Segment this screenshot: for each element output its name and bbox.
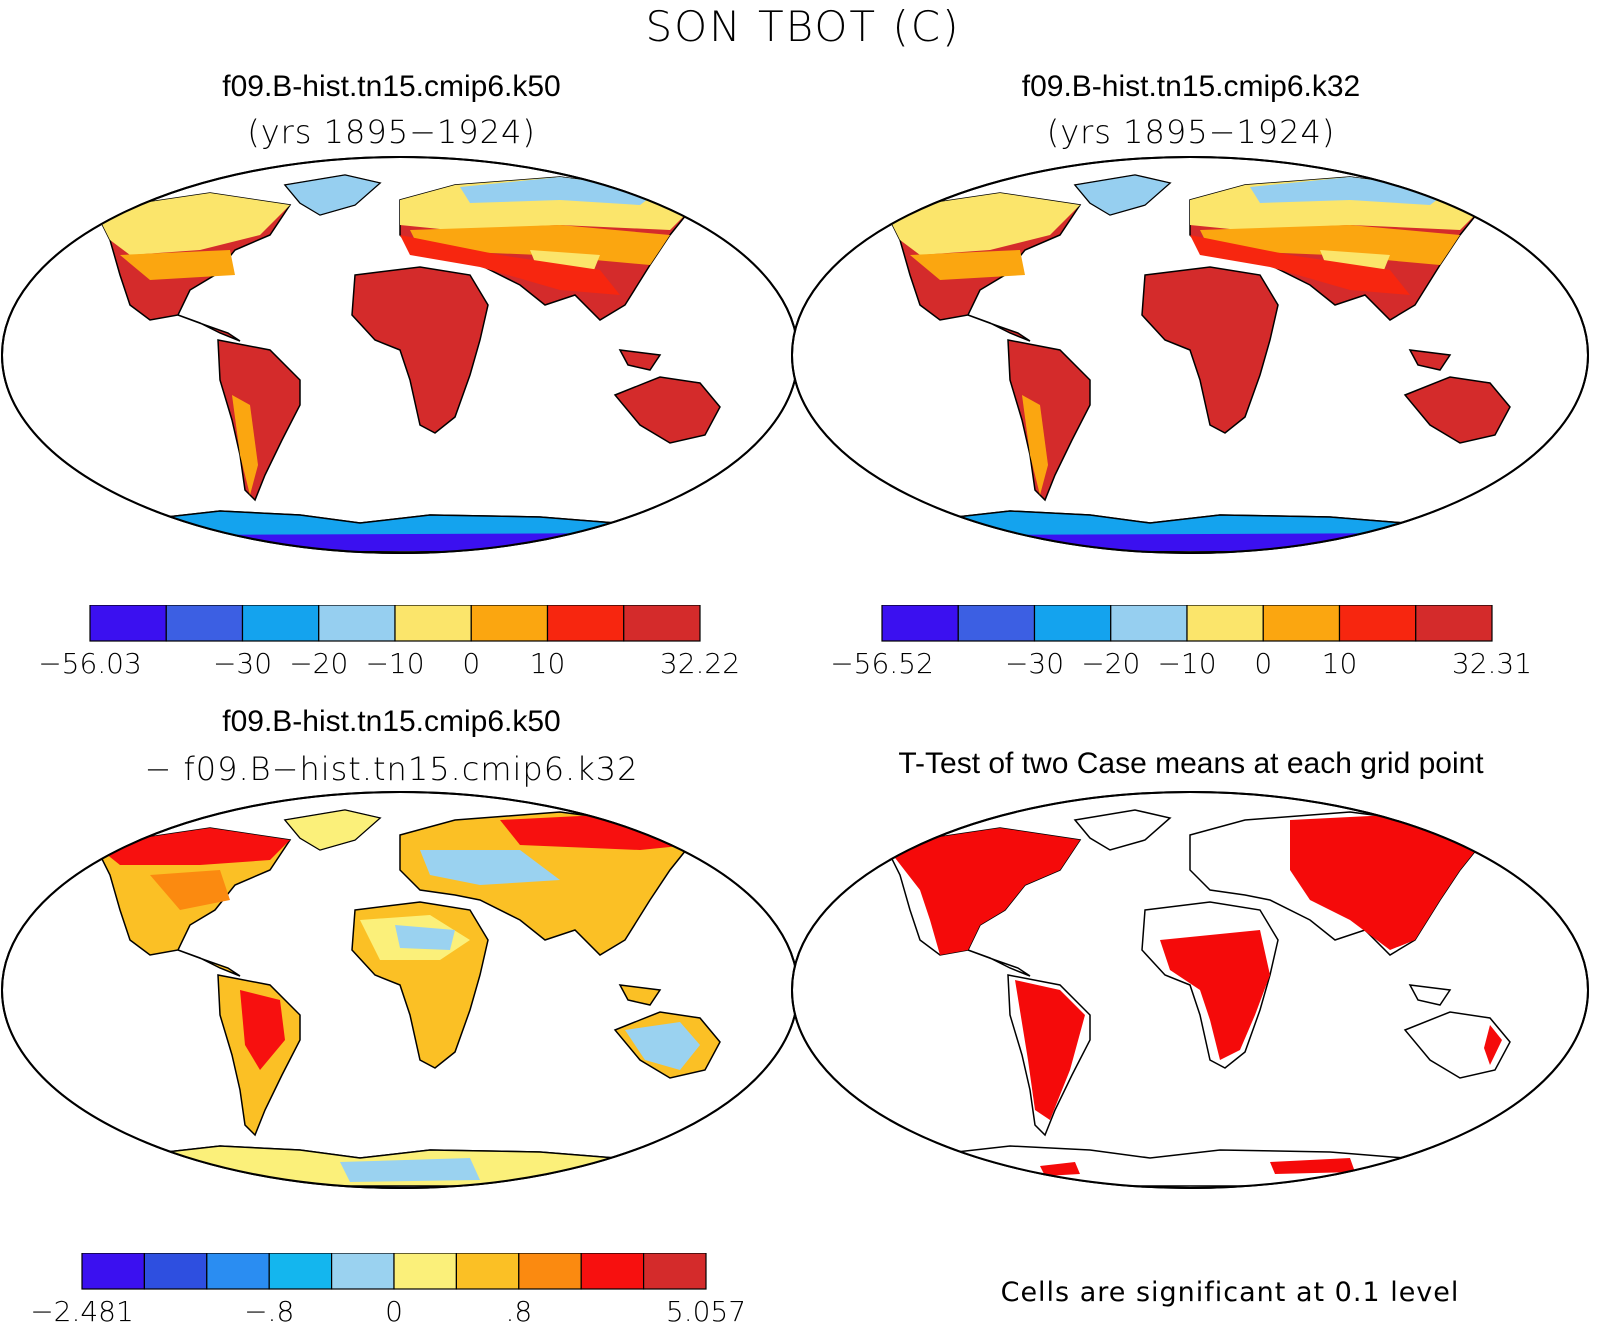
colorbar-tick-label: .8 — [505, 1295, 532, 1327]
colorbar-tick-label: −20 — [289, 647, 348, 680]
colorbar-box — [470, 605, 549, 642]
colorbar-tick-label: −56.03 — [38, 647, 142, 680]
map-panel-4 — [791, 791, 1589, 1189]
colorbar-tick-label: 32.22 — [660, 647, 740, 680]
map-panel-1 — [1, 156, 799, 554]
colorbar-box — [206, 1253, 270, 1290]
panel1-title: f09.B-hist.tn15.cmip6.k50 — [222, 70, 561, 103]
colorbar-tick-label: −30 — [1005, 647, 1064, 680]
colorbar-tick-label: 0 — [385, 1295, 403, 1327]
colorbar-tick-label: −2.481 — [30, 1295, 134, 1327]
colorbar-tick-label: 32.31 — [1452, 647, 1532, 680]
colorbar-box — [393, 1253, 458, 1290]
colorbar-tick-label: −.8 — [244, 1295, 294, 1327]
colorbar-tick-label: −30 — [213, 647, 272, 680]
colorbar-box — [1186, 605, 1264, 642]
colorbar-box — [268, 1253, 333, 1290]
map-panel-2 — [791, 156, 1589, 554]
colorbar-box — [318, 605, 396, 642]
colorbar-box — [1033, 605, 1112, 642]
panel1-subtitle: (yrs 1895−1924) — [247, 113, 536, 151]
colorbar-box — [1415, 605, 1493, 642]
colorbar-tick-label: −10 — [365, 647, 424, 680]
colorbar-box — [394, 605, 472, 642]
colorbar-tick-label: −56.52 — [830, 647, 934, 680]
panel2-subtitle: (yrs 1895−1924) — [1046, 113, 1336, 151]
colorbar-box — [1110, 605, 1188, 642]
colorbar-box — [1262, 605, 1341, 642]
colorbar-panel-2: −56.52 −30 −20 −10 0 10 32.31 — [830, 605, 1532, 680]
colorbar-tick-label: 10 — [530, 647, 566, 680]
colorbar-box — [455, 1253, 520, 1290]
colorbar-box — [957, 605, 1036, 642]
colorbar-box — [881, 605, 959, 642]
panel2-title: f09.B-hist.tn15.cmip6.k32 — [1021, 70, 1361, 103]
colorbar-box — [89, 605, 167, 642]
colorbar-box — [546, 605, 625, 642]
colorbar-tick-label: 0 — [462, 647, 480, 680]
colorbar-tick-label: 10 — [1322, 647, 1358, 680]
colorbar-box — [143, 1253, 208, 1290]
figure-title: SON TBOT (C) — [645, 2, 961, 51]
colorbar-tick-label: −20 — [1081, 647, 1140, 680]
colorbar-box — [642, 1253, 707, 1290]
colorbar-panel-1: −56.03 −30 −20 −10 0 10 32.22 — [38, 605, 740, 680]
colorbar-box — [331, 1253, 395, 1290]
colorbar-box — [165, 605, 244, 642]
colorbar-box — [241, 605, 320, 642]
panel4-title: T-Test of two Case means at each grid po… — [898, 747, 1484, 780]
colorbar-box — [81, 1253, 146, 1290]
map-panel-3 — [1, 791, 799, 1189]
colorbar-tick-label: 0 — [1254, 647, 1272, 680]
colorbar-panel-3: −2.481 −.8 0 .8 5.057 — [30, 1253, 746, 1327]
panel3-subtitle: − f09.B−hist.tn15.cmip6.k32 — [144, 750, 639, 788]
panel3-title: f09.B-hist.tn15.cmip6.k50 — [222, 705, 561, 738]
colorbar-box — [518, 1253, 582, 1290]
colorbar-box — [623, 605, 701, 642]
colorbar-box — [1338, 605, 1417, 642]
colorbar-box — [580, 1253, 645, 1290]
colorbar-tick-label: 5.057 — [666, 1295, 746, 1327]
panel4-note: Cells are significant at 0.1 level — [1000, 1277, 1460, 1308]
colorbar-tick-label: −10 — [1157, 647, 1216, 680]
